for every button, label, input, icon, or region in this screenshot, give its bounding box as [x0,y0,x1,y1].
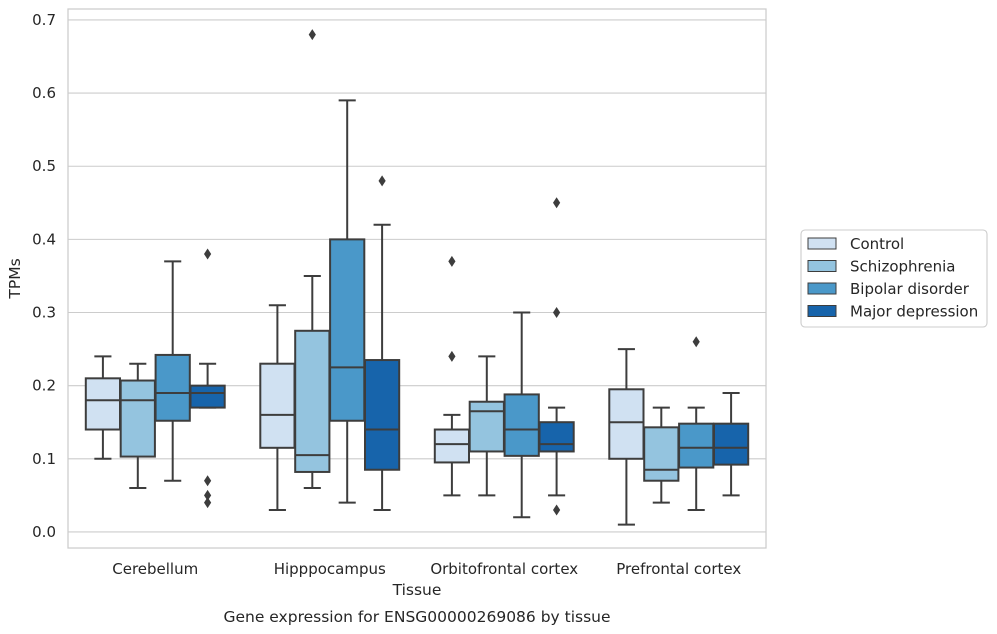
x-axis-label: Tissue [392,581,442,599]
y-tick-label: 0.4 [32,230,56,248]
x-tick-label: Hipppocampus [274,560,386,578]
box-iqr [538,421,575,453]
box-iqr [189,384,226,409]
box-iqr [259,362,296,449]
box-iqr [363,359,401,471]
x-tick-label: Cerebellum [112,560,198,578]
box-iqr [468,400,505,453]
box-iqr [712,422,750,466]
box-control [608,348,645,526]
outlier-marker [448,255,456,267]
legend-label: Bipolar disorder [850,280,970,298]
box-iqr [119,379,156,458]
y-tick-label: 0.2 [32,377,56,395]
legend: Control Schizophrenia Bipolar disorder Majo… [800,229,988,328]
box-iqr [608,388,645,460]
box-iqr [433,428,471,464]
outlier-marker [204,248,212,260]
y-tick-label: 0.5 [32,157,56,175]
outlier-marker [378,175,386,187]
x-tick-label: Orbitofrontal cortex [430,560,578,578]
box-control [259,304,296,511]
outlier-marker [308,29,316,41]
box-bipolar-disorder [154,260,191,482]
chart-title: Gene expression for ENSG00000269086 by t… [223,608,610,626]
box-iqr [329,238,366,422]
y-tick-label: 0.1 [32,450,56,468]
plot-frame [67,8,767,549]
box-major-depression [538,197,575,516]
box-iqr [154,353,191,422]
y-tick-label: 0.3 [32,304,56,322]
box-schizophrenia [643,406,680,504]
box-iqr [294,329,331,473]
box-iqr [84,377,122,431]
legend-label: Schizophrenia [850,258,955,276]
outlier-marker [553,504,561,516]
outlier-marker [692,336,700,348]
box-bipolar-disorder [678,336,715,511]
outlier-marker [204,497,212,509]
box-major-depression [712,391,750,497]
box-major-depression [363,175,401,511]
box-iqr [503,393,540,457]
legend-swatch [807,305,837,317]
legend-label: Major depression [850,303,978,321]
x-tick-label: Prefrontal cortex [616,560,741,578]
y-tick-labels: 0.0 0.1 0.2 0.3 0.4 0.5 0.6 0.7 [32,11,56,541]
y-tick-label: 0.0 [32,523,56,541]
outlier-marker [553,197,561,209]
outlier-marker [204,489,212,501]
y-tick-label: 0.6 [32,84,56,102]
box-bipolar-disorder [503,311,540,519]
box-plots [84,29,750,526]
legend-swatch [807,260,837,272]
outlier-marker [553,307,561,319]
box-control [84,355,122,460]
box-bipolar-disorder [329,99,366,504]
box-iqr [678,422,715,469]
y-tick-label: 0.7 [32,11,56,29]
legend-swatch [807,282,837,295]
y-axis-label: TPMs [6,258,24,299]
legend-frame [800,229,988,328]
box-schizophrenia [119,362,156,490]
x-tick-labels: Cerebellum Hipppocampus Orbitofrontal cort… [112,560,741,578]
box-schizophrenia [294,29,331,490]
box-schizophrenia [468,355,505,497]
box-iqr [643,426,680,482]
box-control [433,255,471,497]
legend-swatch [807,237,837,250]
box-major-depression [189,248,226,509]
legend-label: Control [850,235,904,253]
outlier-marker [448,350,456,362]
outlier-marker [204,475,212,487]
